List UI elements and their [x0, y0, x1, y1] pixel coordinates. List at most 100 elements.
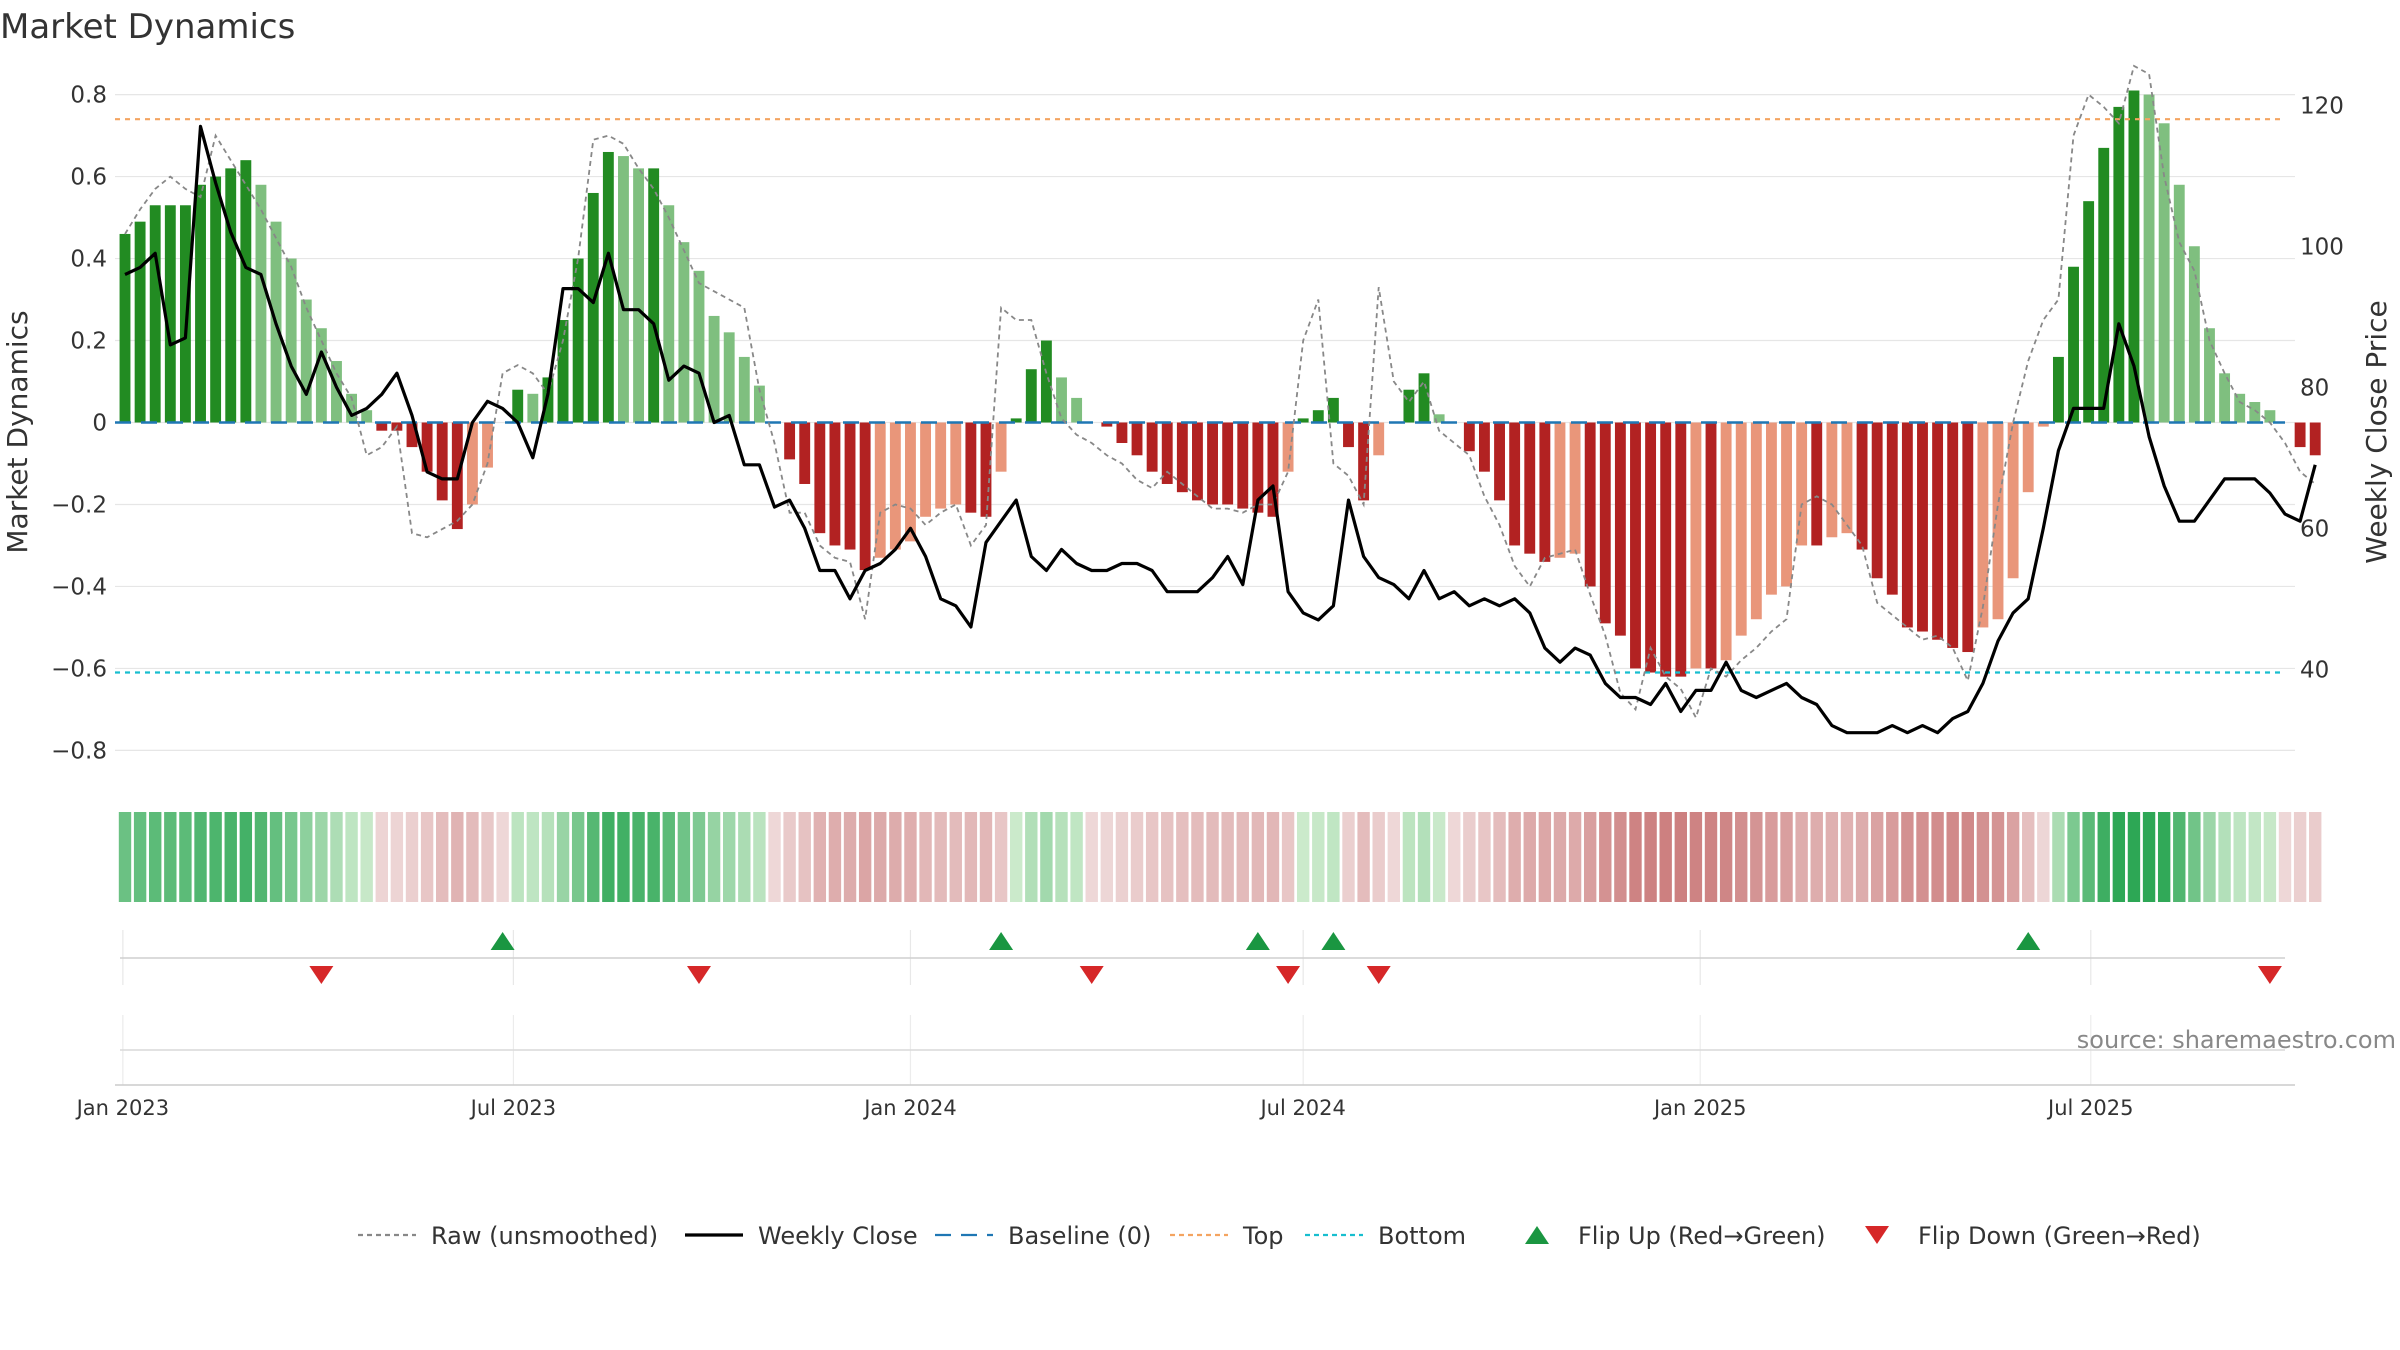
ribbon-cell [1402, 812, 1416, 902]
weekly-close-series [124, 124, 2317, 735]
legend-label: Top [1242, 1222, 1284, 1250]
ribbon-cell [1417, 812, 1431, 902]
ribbon-cell [269, 812, 283, 902]
dynamics-bar [1509, 422, 1521, 546]
ribbon-cell [1553, 812, 1567, 902]
legend-label: Baseline (0) [1008, 1222, 1151, 1250]
ribbon-cell [1523, 812, 1536, 902]
ribbon-cell [783, 812, 796, 902]
dynamics-bar [406, 422, 418, 448]
dynamics-bar [965, 422, 977, 513]
dynamics-bar [1403, 389, 1415, 423]
dynamics-bar [1569, 422, 1581, 554]
dynamics-bar [2264, 410, 2276, 423]
ribbon-cell [315, 812, 328, 902]
ribbon-cell [934, 812, 947, 902]
ribbon-cell [1009, 812, 1023, 902]
y-tick-label: 0 [92, 411, 107, 437]
dynamics-bar [784, 422, 796, 460]
dynamics-bar [814, 422, 826, 534]
ribbon-cell [874, 812, 887, 902]
dynamics-bar [2052, 356, 2064, 423]
dynamics-bar [1207, 422, 1218, 505]
dynamics-bar [1630, 422, 1641, 669]
y2-tick-label: 60 [2300, 516, 2329, 542]
dynamics-bar [663, 205, 675, 423]
ribbon-cell [1840, 812, 1854, 902]
ribbon-cell [2006, 812, 2020, 902]
ribbon-cell [1251, 812, 1265, 902]
y-axis-ticks: 0.8 0.6 0.4 0.2 0 −0.2 −0.4 −0.6 −0.8 [51, 83, 107, 765]
ribbon-cell [828, 812, 842, 902]
ribbon-cell [1870, 812, 1884, 902]
x-tick-label: Jan 2024 [862, 1096, 957, 1120]
dynamics-bar [1660, 422, 1672, 677]
ribbon-cell [360, 812, 373, 902]
dynamics-bar [1826, 422, 1838, 538]
dynamics-bar [134, 221, 146, 423]
dynamics-bar [1765, 422, 1777, 595]
dynamics-bar [708, 315, 720, 423]
dynamics-bar [1222, 422, 1234, 505]
flip-up-marker [1245, 932, 1270, 950]
ribbon-cell [1629, 812, 1642, 902]
x-tick-label: Jul 2023 [469, 1096, 556, 1120]
flip-down-marker [1276, 966, 1301, 984]
flip-down-marker [309, 966, 334, 984]
y-tick-label: 0.6 [70, 165, 107, 191]
dynamics-bar [1977, 422, 1989, 628]
dynamics-bar [572, 258, 584, 423]
empty-panel [115, 1015, 2295, 1086]
y2-tick-label: 80 [2300, 375, 2329, 401]
ribbon-cell [1387, 812, 1401, 902]
y-tick-label: 0.4 [70, 247, 107, 273]
legend-label: Raw (unsmoothed) [431, 1222, 658, 1250]
dynamics-bar [1705, 422, 1717, 669]
dynamics-bar [1010, 418, 1022, 423]
x-tick-label: Jan 2023 [75, 1096, 170, 1120]
x-tick-label: Jul 2025 [2046, 1096, 2133, 1120]
dynamics-bar [2128, 90, 2140, 423]
ribbon-cell [254, 812, 268, 902]
dynamics-bar [2204, 328, 2215, 423]
ribbon-cell [330, 812, 343, 902]
dynamics-bar [376, 422, 388, 431]
ribbon-cell [1886, 812, 1899, 902]
ribbon-cell [1659, 812, 1672, 902]
dynamics-bar [119, 233, 131, 423]
dynamics-bar [285, 258, 297, 423]
ribbon-cell [858, 812, 872, 902]
ribbon-cell [1266, 812, 1280, 902]
ribbon-cell [1825, 812, 1839, 902]
ribbon-cell [526, 812, 540, 902]
chart-title: Market Dynamics [0, 7, 295, 47]
ribbon-cell [390, 812, 404, 902]
dynamics-bar [602, 151, 614, 423]
dynamics-bar [2022, 422, 2034, 493]
dynamics-bar [2068, 266, 2079, 423]
dynamics-bar [799, 422, 811, 484]
dynamics-bar [889, 422, 901, 550]
dynamics-bar [1917, 422, 1928, 632]
legend-item-bottom: Bottom [1305, 1222, 1466, 1250]
dynamics-bar [2158, 123, 2170, 423]
legend-label: Flip Up (Red→Green) [1578, 1222, 1826, 1250]
ribbon-cell [239, 812, 253, 902]
dynamics-bar [1599, 422, 1611, 624]
flip-up-marker [989, 932, 1014, 950]
dynamics-bar [164, 205, 176, 423]
dynamics-bar [1146, 422, 1158, 472]
ribbon-cell [1191, 812, 1204, 902]
y2-tick-label: 120 [2300, 93, 2344, 119]
dynamics-bar [1735, 422, 1747, 636]
ribbon-cell [1599, 812, 1612, 902]
ribbon-cell [1674, 812, 1687, 902]
dynamics-bar [1750, 422, 1762, 620]
dynamics-bar [587, 192, 599, 423]
dynamics-bar [1584, 422, 1596, 587]
ribbon-cell [1463, 812, 1476, 902]
y-tick-label: −0.4 [51, 574, 107, 600]
dynamics-bar [1947, 422, 1959, 648]
dynamics-bar [2083, 201, 2095, 423]
